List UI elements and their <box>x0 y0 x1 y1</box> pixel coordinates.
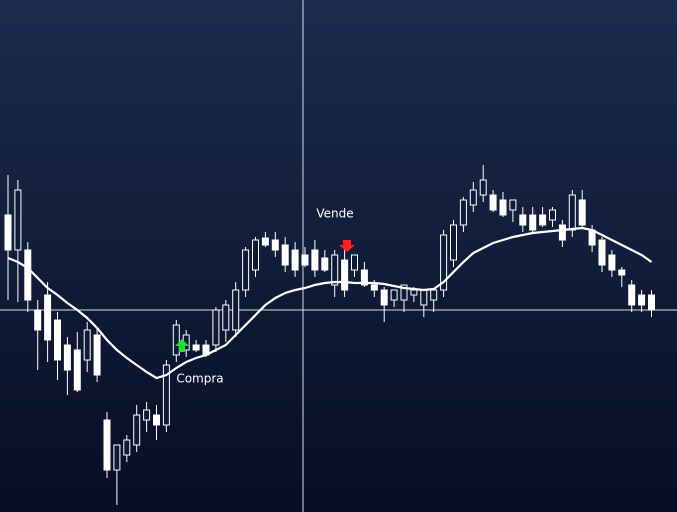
candle-body <box>598 239 606 266</box>
candle-body <box>73 349 81 391</box>
candle-body <box>351 254 358 271</box>
buy-arrow <box>175 339 189 352</box>
candle-body <box>578 199 586 226</box>
candle-body <box>459 199 467 226</box>
candle-body <box>281 244 289 266</box>
candle-body <box>608 254 616 271</box>
candle-body <box>123 439 131 456</box>
buy-label: Compra <box>176 372 223 386</box>
candle-body <box>618 269 626 276</box>
plot-area <box>4 165 655 505</box>
candle-body <box>24 249 32 301</box>
candle-body <box>54 319 61 361</box>
candle-body <box>479 179 487 196</box>
candle-body <box>519 214 527 226</box>
candle-body <box>162 364 170 426</box>
candle-body <box>242 249 250 291</box>
candle-body <box>311 249 319 271</box>
candle-body <box>222 304 230 331</box>
candle-body <box>360 269 368 286</box>
candle-body <box>370 284 378 291</box>
candle-body <box>291 249 299 271</box>
candle-body <box>212 309 220 346</box>
candle-body <box>450 224 457 261</box>
candle-body <box>430 289 438 301</box>
candle-body <box>83 329 91 361</box>
candle-body <box>133 414 141 446</box>
candle-body <box>301 254 309 266</box>
candle-body <box>153 414 160 426</box>
candle-body <box>499 199 507 216</box>
candle-body <box>489 194 497 211</box>
candle-body <box>93 334 101 376</box>
candle-body <box>469 189 477 206</box>
candle-body <box>44 294 52 341</box>
candle-body <box>113 444 121 471</box>
candle-body <box>509 199 517 211</box>
candle-body <box>400 284 408 301</box>
candle-body <box>34 309 42 331</box>
candle-body <box>103 419 111 471</box>
candle-body <box>568 194 576 231</box>
candle-body <box>410 289 418 296</box>
candle-body <box>390 289 398 301</box>
moving-average-line <box>7 226 653 380</box>
candle-body <box>628 284 636 306</box>
candle-body <box>380 289 388 306</box>
candle-body <box>549 209 556 221</box>
candle-body <box>14 189 22 251</box>
candle-body <box>440 234 448 291</box>
candle-body <box>261 237 269 246</box>
candle-body <box>529 214 537 231</box>
candle-body <box>63 344 71 371</box>
candle-body <box>420 289 428 306</box>
candle-body <box>558 224 566 241</box>
candle-body <box>192 344 200 351</box>
candle-body <box>341 259 349 291</box>
candle-body <box>143 409 151 421</box>
candle-body <box>331 254 339 286</box>
candle-body <box>638 294 646 306</box>
sell-label: Vende <box>316 207 353 221</box>
candle-body <box>321 257 329 271</box>
candle-body <box>4 214 12 251</box>
candle-body <box>172 324 180 356</box>
candle-body <box>232 289 240 331</box>
candle-body <box>252 239 259 271</box>
candle-body <box>648 294 655 311</box>
candle-body <box>271 239 279 251</box>
candle-body <box>539 214 547 226</box>
sell-arrow <box>339 240 355 252</box>
